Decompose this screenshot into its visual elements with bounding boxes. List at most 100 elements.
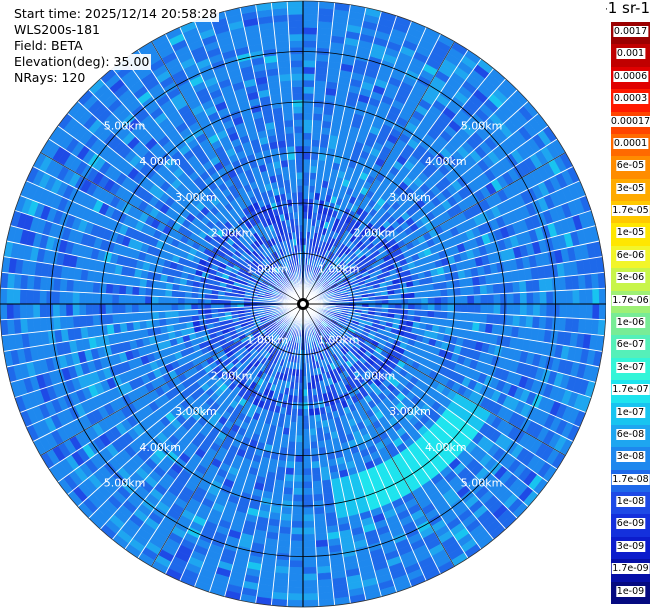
range-gate-cell xyxy=(315,60,329,69)
range-gate-cell xyxy=(302,53,317,61)
range-gate-cell xyxy=(302,73,316,81)
range-gate-cell xyxy=(275,552,291,561)
range-gate-cell xyxy=(72,315,81,329)
range-gate-cell xyxy=(314,73,328,82)
range-gate-cell xyxy=(312,119,323,128)
range-gate-cell xyxy=(414,297,422,305)
range-gate-cell xyxy=(302,158,311,167)
range-gate-cell xyxy=(302,112,314,121)
range-gate-cell xyxy=(282,493,294,502)
range-gate-cell xyxy=(302,20,319,28)
range-gate-cell xyxy=(446,311,455,321)
range-gate-cell xyxy=(315,53,330,62)
range-gate-cell xyxy=(46,316,55,332)
range-gate-cell xyxy=(454,295,462,305)
range-gate-cell xyxy=(203,303,212,310)
range-gate-cell xyxy=(276,546,291,555)
range-gate-cell xyxy=(539,291,547,305)
range-gate-cell xyxy=(282,487,294,495)
range-gate-cell xyxy=(311,126,322,134)
range-gate-cell xyxy=(513,292,521,305)
range-gate-cell xyxy=(312,487,324,495)
range-gate-cell xyxy=(72,291,80,305)
range-gate-cell xyxy=(292,501,304,509)
range-gate-cell xyxy=(312,493,324,502)
range-gate-cell xyxy=(466,285,475,296)
range-gate-cell xyxy=(302,27,318,35)
range-gate-cell xyxy=(293,481,304,489)
range-gate-cell xyxy=(592,288,600,305)
range-gate-cell xyxy=(139,278,148,288)
range-gate-cell xyxy=(105,293,113,305)
range-gate-cell xyxy=(492,313,501,325)
range-gate-cell xyxy=(486,313,494,325)
range-gate-cell xyxy=(52,316,61,331)
range-gate-cell xyxy=(295,435,304,443)
range-gate-cell xyxy=(291,507,304,515)
range-gate-cell xyxy=(131,303,139,314)
range-gate-cell xyxy=(552,290,561,305)
range-gate-cell xyxy=(314,533,329,542)
range-gate-cell xyxy=(532,315,541,330)
range-gate-cell xyxy=(440,311,448,320)
range-gate-cell xyxy=(598,287,606,305)
range-gate-cell xyxy=(164,289,173,298)
range-gate-cell xyxy=(290,534,304,542)
range-gate-cell xyxy=(526,291,534,305)
range-gate-cell xyxy=(85,292,93,305)
range-gate-cell xyxy=(302,455,312,463)
range-gate-cell xyxy=(559,289,567,305)
range-gate-cell xyxy=(177,303,185,311)
range-gate-cell xyxy=(316,565,332,574)
range-gate-cell xyxy=(72,303,80,317)
range-gate-cell xyxy=(39,303,47,319)
range-gate-cell xyxy=(78,303,87,316)
range-gate-cell xyxy=(105,313,114,325)
range-gate-cell xyxy=(302,580,319,588)
range-gate-cell xyxy=(287,593,304,601)
range-gate-cell xyxy=(506,303,514,316)
range-gate-cell xyxy=(118,284,127,295)
range-gate-cell xyxy=(278,526,292,535)
range-gate-cell xyxy=(12,303,21,320)
range-gate-cell xyxy=(500,303,508,315)
range-gate-cell xyxy=(512,314,521,327)
range-gate-cell xyxy=(65,278,74,293)
range-gate-cell xyxy=(98,314,107,326)
range-gate-cell xyxy=(52,277,61,292)
range-gate-cell xyxy=(505,314,514,327)
range-gate-cell xyxy=(290,540,304,548)
range-gate-cell xyxy=(310,152,320,161)
range-gate-cell xyxy=(286,447,296,456)
range-gate-cell xyxy=(197,298,205,305)
range-gate-cell xyxy=(302,165,311,173)
range-gate-cell xyxy=(493,293,501,305)
range-gate-cell xyxy=(59,278,68,292)
range-gate-cell xyxy=(314,519,327,528)
range-gate-cell xyxy=(493,303,501,315)
range-gate-cell xyxy=(473,312,481,323)
range-gate-cell xyxy=(287,580,304,588)
range-gate-cell xyxy=(302,66,316,74)
range-gate-cell xyxy=(302,586,319,595)
range-gate-cell xyxy=(285,461,295,469)
range-gate-cell xyxy=(598,303,606,321)
range-gate-cell xyxy=(164,303,172,312)
range-gate-cell xyxy=(313,99,325,108)
range-gate-cell xyxy=(302,566,318,575)
range-gate-cell xyxy=(125,285,133,296)
range-gate-cell xyxy=(533,291,541,305)
range-gate-cell xyxy=(551,276,560,292)
range-gate-cell xyxy=(79,315,88,328)
range-gate-cell xyxy=(124,294,133,305)
range-gate-cell xyxy=(39,317,48,332)
range-gate-cell xyxy=(302,599,320,608)
range-gate-cell xyxy=(473,294,482,305)
range-gate-cell xyxy=(144,311,153,321)
range-gate-cell xyxy=(302,553,317,562)
range-gate-cell xyxy=(6,288,14,305)
range-gate-cell xyxy=(302,461,312,469)
range-gate-cell xyxy=(467,303,475,314)
range-gate-cell xyxy=(572,289,580,305)
range-gate-cell xyxy=(291,520,304,529)
